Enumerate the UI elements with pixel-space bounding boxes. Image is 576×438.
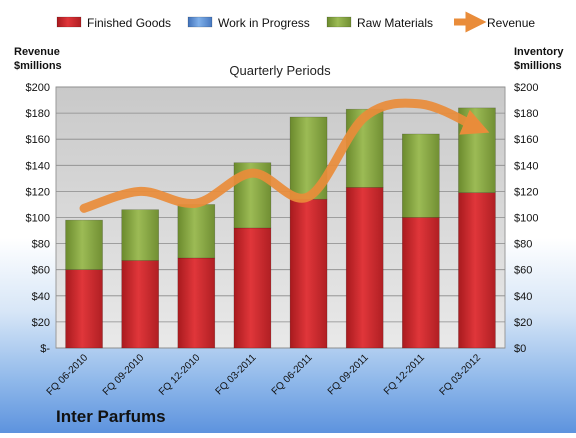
bar-finished-goods	[402, 217, 440, 349]
y-tick-label-left: $140	[26, 160, 50, 172]
y-tick-label-right: $60	[514, 265, 532, 277]
bar-finished-goods	[289, 198, 328, 349]
legend-label: Finished Goods	[87, 16, 171, 30]
bar-finished-goods	[345, 187, 384, 349]
legend-label: Raw Materials	[357, 16, 433, 30]
y-tick-label-left: $80	[32, 239, 50, 251]
y-tick-label-left: $100	[26, 213, 50, 225]
legend-swatch	[187, 16, 213, 28]
y-tick-label-left: $60	[32, 265, 50, 277]
y-tick-label-right: $40	[514, 291, 532, 303]
y-tick-label-right: $120	[514, 186, 538, 198]
x-tick-label: FQ 09-2010	[101, 352, 147, 398]
x-tick-label: FQ 03-2012	[438, 352, 484, 398]
legend: Finished Goods Work in Progress Raw Materi…	[56, 11, 535, 33]
legend-label: Work in Progress	[218, 16, 310, 30]
legend-swatch	[326, 16, 352, 28]
y-ticks-right: $0 $20 $40 $60 $80 $100 $120 $140 $160 $180 $200	[514, 82, 538, 355]
y-tick-label-left: $180	[26, 108, 50, 120]
y-tick-label-right: $80	[514, 239, 532, 251]
y-ticks-left: $- $20 $40 $60 $80 $100 $120 $140 $160 $180 $200	[26, 82, 51, 355]
x-tick-label: FQ 06-2011	[270, 352, 315, 397]
bar-finished-goods	[233, 227, 272, 349]
legend-label: Revenue	[487, 16, 535, 30]
bar-raw-materials	[65, 219, 103, 271]
bar-finished-goods	[177, 257, 216, 349]
y-tick-label-right: $20	[514, 317, 532, 329]
x-tick-label: FQ 12-2011	[382, 352, 427, 397]
y-tick-label-left: $20	[32, 317, 50, 329]
y-tick-label-right: $160	[514, 134, 538, 146]
y-tick-label-left: $-	[40, 343, 50, 355]
y-tick-label-right: $200	[514, 82, 538, 94]
x-ticks: FQ 06-2010 FQ 09-2010 FQ 12-2010 FQ 03-2011…	[45, 352, 484, 398]
bar-raw-materials	[402, 133, 440, 218]
y-tick-label-left: $200	[26, 82, 50, 94]
bar-raw-materials	[177, 204, 216, 259]
y-tick-label-left: $160	[26, 134, 50, 146]
x-tick-label: FQ 12-2010	[157, 352, 203, 398]
y-tick-label-right: $0	[514, 343, 526, 355]
bar-finished-goods	[65, 269, 103, 349]
y-axis-label-left: Revenue $millions	[14, 46, 62, 72]
legend-swatch	[56, 16, 82, 28]
company-name: Inter Parfums	[56, 407, 166, 426]
revenue-line	[79, 98, 490, 213]
y-axis-label-right: Inventory $millions	[514, 46, 564, 72]
bar-finished-goods	[121, 260, 159, 349]
y-tick-label-right: $100	[514, 213, 538, 225]
revenue-line-path	[79, 98, 490, 213]
x-tick-label: FQ 09-2011	[326, 352, 371, 397]
bar-raw-materials	[121, 209, 159, 261]
y-tick-label-right: $140	[514, 160, 538, 172]
chart-title: Quarterly Periods	[229, 63, 331, 78]
x-tick-label: FQ 06-2010	[45, 352, 91, 398]
y-tick-label-left: $40	[32, 291, 50, 303]
y-tick-label-right: $180	[514, 108, 538, 120]
bar-finished-goods	[458, 192, 496, 349]
x-tick-label: FQ 03-2011	[214, 352, 259, 397]
y-tick-label-left: $120	[26, 186, 50, 198]
